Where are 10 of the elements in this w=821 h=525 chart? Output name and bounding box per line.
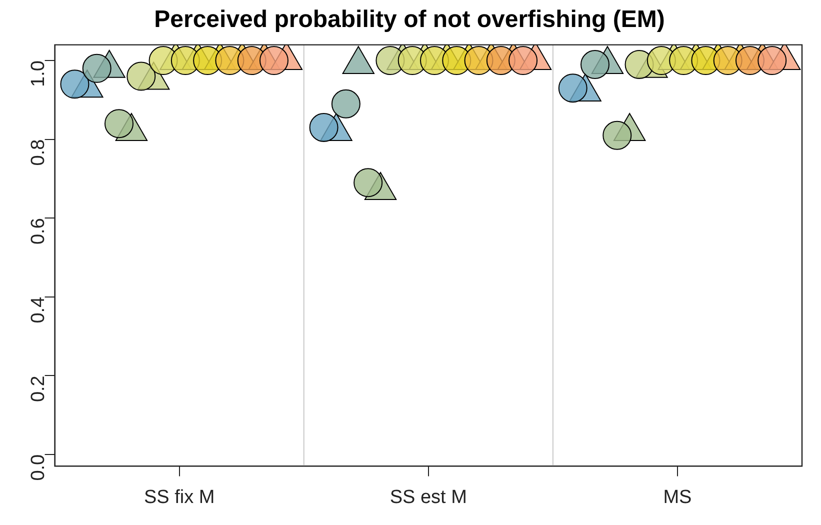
y-tick-label: 0.8 — [28, 139, 50, 166]
y-tick-label: 0.2 — [28, 376, 50, 402]
y-tick-label: 0.6 — [28, 218, 50, 245]
x-tick-label: MS — [663, 486, 692, 508]
x-tick-label: SS est M — [390, 486, 467, 508]
y-tick-label: 0.0 — [28, 454, 50, 481]
y-tick-label: 1.0 — [28, 60, 50, 87]
chart-title: Perceived probability of not overfishing (EM) — [154, 6, 665, 34]
y-tick-label: 0.4 — [28, 296, 50, 324]
x-tick-label: SS fix M — [144, 486, 215, 508]
